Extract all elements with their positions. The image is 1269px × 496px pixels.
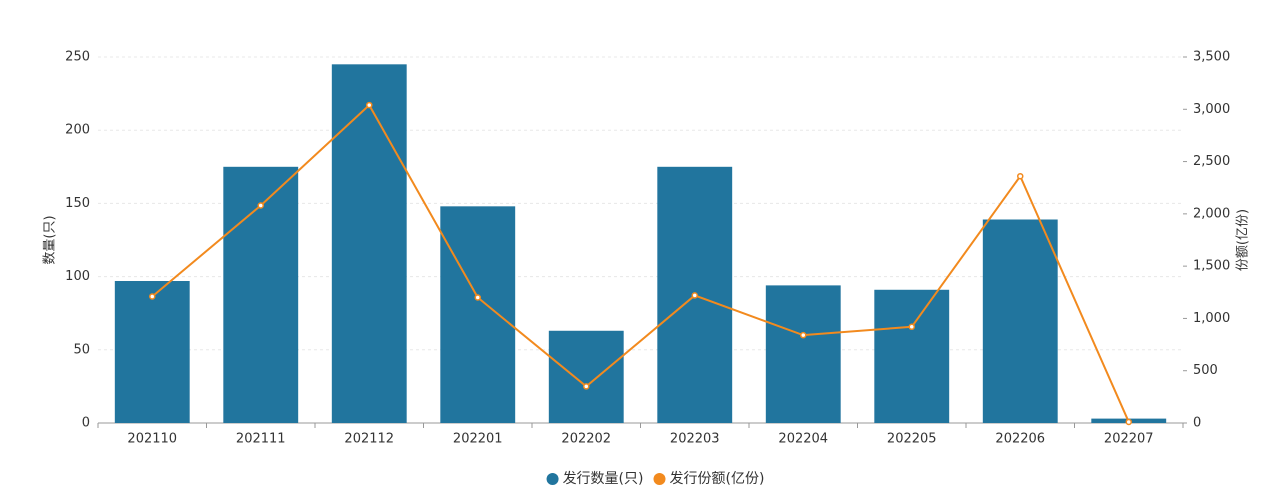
bar: [223, 166, 299, 424]
x-tick-label: 202201: [453, 432, 503, 447]
y2-tick-label: 500: [1193, 363, 1218, 378]
bar: [114, 280, 190, 423]
legend-label: 发行数量(只): [563, 471, 644, 487]
bar: [982, 219, 1058, 423]
y2-axis-label: 份额(亿份): [1236, 209, 1251, 271]
line-point: [474, 294, 481, 301]
legend: 发行数量(只) 发行份额(亿份): [546, 471, 765, 487]
y2-tick-label: 2,000: [1193, 206, 1230, 221]
legend-marker: [546, 473, 559, 485]
x-tick-label: 202110: [127, 432, 177, 447]
y2-tick-label: 1,000: [1193, 311, 1230, 326]
y-tick-label: 100: [65, 269, 90, 284]
line-point: [583, 383, 590, 390]
y2-tick-label: 3,500: [1193, 50, 1230, 65]
line-point: [149, 293, 156, 300]
y-tick-label: 0: [82, 416, 90, 431]
line-point: [800, 331, 807, 339]
y-tick-label: 50: [73, 342, 90, 357]
x-tick-label: 202202: [561, 432, 611, 447]
line: [151, 103, 1130, 423]
x-tick-label: 202205: [887, 432, 937, 447]
line-point: [908, 323, 915, 331]
line-point: [1017, 172, 1024, 180]
y2-tick-label: 1,500: [1193, 259, 1230, 274]
y2-tick-label: 3,000: [1193, 102, 1230, 117]
line-point: [257, 202, 264, 209]
line-point: [366, 101, 373, 109]
y2-tick-label: 2,500: [1193, 154, 1230, 169]
x-tick-label: 202206: [995, 432, 1045, 447]
x-tick-label: 202204: [778, 432, 828, 447]
x-tick-label: 202112: [344, 432, 394, 447]
line-point: [1125, 418, 1132, 426]
legend-label: 发行份额(亿份): [670, 471, 765, 487]
y-tick-label: 200: [65, 123, 90, 138]
bar: [331, 64, 407, 423]
x-tick-label: 202203: [670, 432, 720, 447]
bar: [548, 330, 624, 423]
line-point: [691, 292, 698, 299]
y2-tick-label: 0: [1193, 416, 1201, 431]
x-tick-label: 202111: [236, 432, 286, 447]
legend-marker: [653, 473, 666, 485]
bar: [440, 206, 516, 423]
bar: [874, 289, 950, 423]
y-axis-label: 数量(只): [43, 215, 58, 264]
y-tick-label: 250: [65, 50, 90, 65]
x-tick-label: 202207: [1104, 432, 1154, 447]
bar: [765, 285, 841, 423]
y-tick-label: 150: [65, 196, 90, 211]
